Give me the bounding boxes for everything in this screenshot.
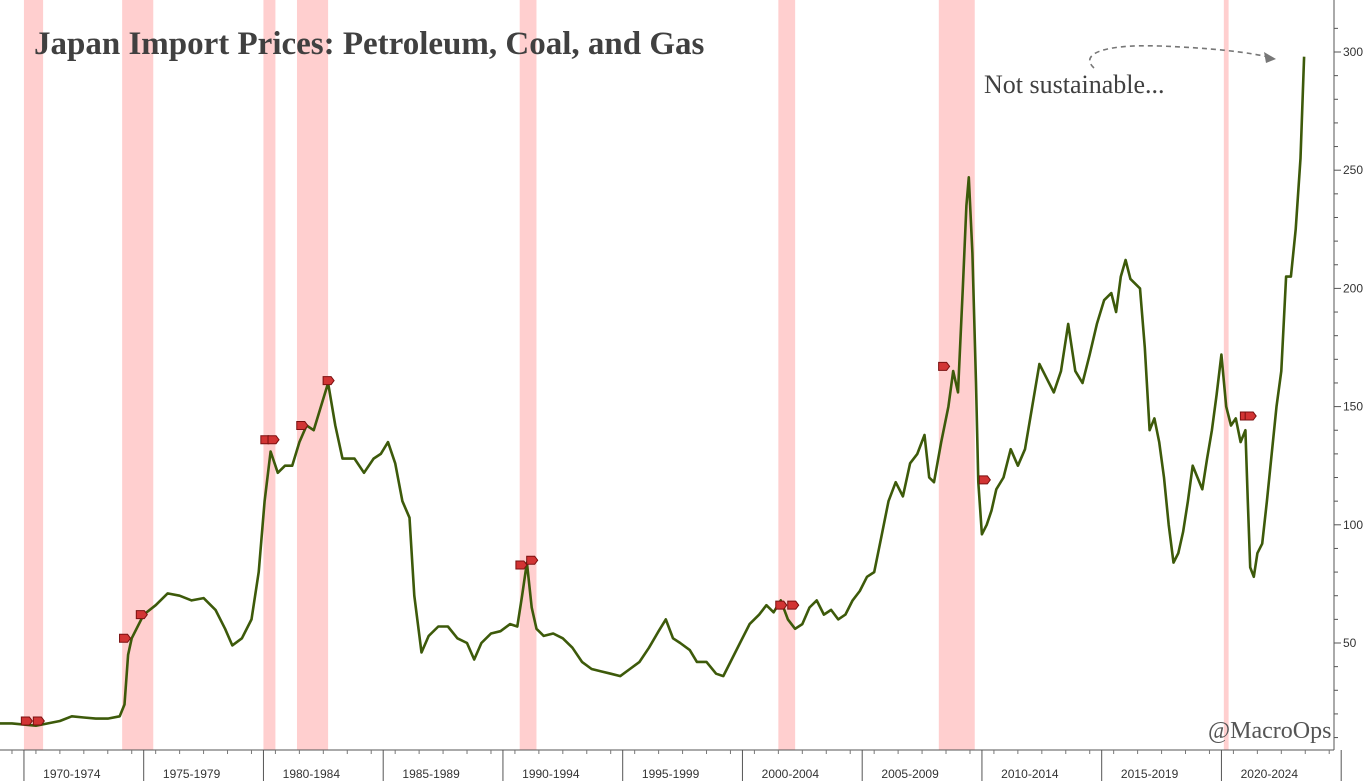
x-tick-label: 1975-1979	[163, 767, 221, 781]
event-marker	[20, 716, 33, 726]
event-marker	[515, 560, 528, 570]
x-tick-label: 1985-1989	[402, 767, 460, 781]
y-tick-label: 150	[1343, 400, 1363, 414]
recession-band	[519, 0, 537, 750]
recession-band	[1223, 0, 1229, 750]
recession-band	[23, 0, 44, 750]
y-tick-label: 50	[1343, 636, 1357, 650]
series-line	[0, 56, 1306, 727]
x-tick-label: 1980-1984	[283, 767, 341, 781]
annotation-text: Not sustainable...	[984, 70, 1165, 99]
event-marker	[787, 600, 800, 610]
x-tick-label: 2015-2019	[1121, 767, 1179, 781]
event-marker	[119, 633, 132, 643]
annotation-arrow	[1088, 44, 1276, 69]
annotation-arrow-head	[1264, 52, 1276, 63]
event-marker	[526, 555, 539, 565]
y-tick-label: 200	[1343, 281, 1363, 295]
y-tick-label: 300	[1343, 45, 1363, 59]
x-tick-label: 2005-2009	[881, 767, 939, 781]
x-tick-label: 2000-2004	[762, 767, 820, 781]
chart-title: Japan Import Prices: Petroleum, Coal, an…	[34, 26, 705, 62]
event-marker	[775, 600, 788, 610]
x-tick-label: 1970-1974	[43, 767, 101, 781]
y-axis: 50 100 150 200 250 300	[1333, 0, 1363, 750]
event-marker	[1244, 411, 1257, 421]
event-marker	[322, 376, 335, 386]
event-marker	[978, 475, 991, 485]
x-tick-label: 1995-1999	[642, 767, 700, 781]
series-path	[0, 56, 1306, 727]
annotation-arrow-path	[1088, 44, 1273, 69]
event-marker	[267, 435, 280, 445]
event-markers	[20, 361, 1257, 726]
event-marker	[135, 610, 148, 620]
event-marker	[32, 716, 45, 726]
recession-band	[778, 0, 796, 750]
recession-band	[263, 0, 276, 750]
event-marker	[296, 421, 309, 431]
recession-band	[938, 0, 975, 750]
x-tick-label: 2020-2024	[1241, 767, 1299, 781]
credit-text: @MacroOps	[1208, 718, 1332, 744]
x-tick-label: 1990-1994	[522, 767, 580, 781]
recession-band	[296, 0, 329, 750]
y-tick-label: 100	[1343, 518, 1363, 532]
recession-bands	[23, 0, 1229, 750]
event-marker	[938, 361, 951, 371]
y-tick-label: 250	[1343, 163, 1363, 177]
x-tick-label: 2010-2014	[1001, 767, 1059, 781]
x-axis: 1970-1974 1975-1979 1980-1984 1985-1989 1990…	[0, 749, 1342, 781]
